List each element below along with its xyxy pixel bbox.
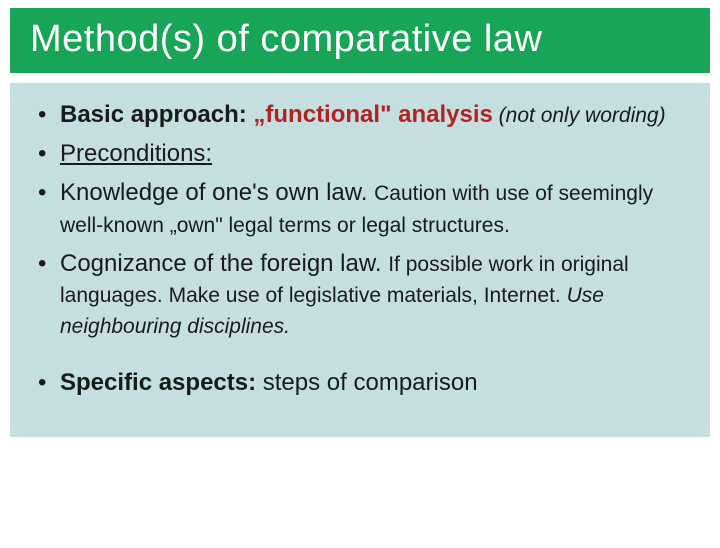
bullet-lead: Basic approach: xyxy=(60,101,253,128)
bullet-list: Basic approach: „functional" analysis (n… xyxy=(34,99,686,399)
bullet-underline: Preconditions: xyxy=(60,140,212,167)
bullet-trail: steps of comparison xyxy=(263,369,478,396)
slide: Method(s) of comparative law Basic appro… xyxy=(0,8,720,548)
bullet-trail: (not only wording) xyxy=(493,104,666,127)
title-bar: Method(s) of comparative law xyxy=(10,8,710,73)
list-item: Cognizance of the foreign law. If possib… xyxy=(34,248,686,342)
content-area: Basic approach: „functional" analysis (n… xyxy=(10,83,710,437)
bullet-lead: Knowledge of one's own law. xyxy=(60,179,374,206)
list-item: Specific aspects: steps of comparison xyxy=(34,367,686,398)
bullet-lead: Cognizance of the foreign law. xyxy=(60,250,388,277)
bullet-lead: Specific aspects: xyxy=(60,369,263,396)
list-item: Basic approach: „functional" analysis (n… xyxy=(34,99,686,130)
slide-title: Method(s) of comparative law xyxy=(30,18,690,61)
list-item: Knowledge of one's own law. Caution with… xyxy=(34,177,686,239)
bullet-accent: „functional" analysis xyxy=(253,101,492,128)
list-item: Preconditions: xyxy=(34,138,686,169)
list-gap xyxy=(34,349,686,367)
